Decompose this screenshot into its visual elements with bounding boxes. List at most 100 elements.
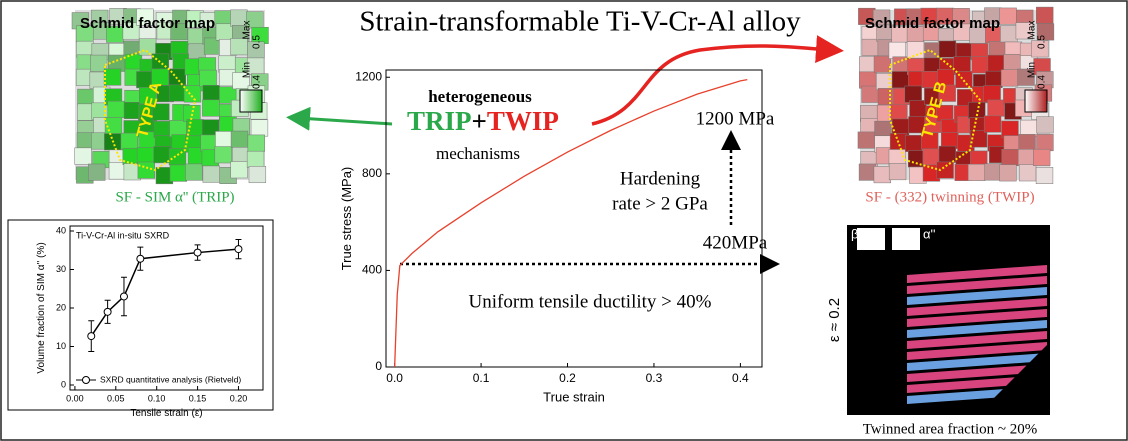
annotation: Hardening <box>620 168 701 189</box>
data-line <box>393 79 748 368</box>
y-tick-label: 10 <box>56 341 66 351</box>
grain <box>1003 53 1021 71</box>
arrow-trip <box>286 106 393 131</box>
grain <box>987 99 1005 117</box>
grain <box>1000 25 1018 43</box>
point <box>87 332 96 341</box>
grain <box>983 115 1002 133</box>
grain <box>858 163 877 181</box>
legend-text: 0.4 <box>1037 75 1048 89</box>
grain <box>936 161 954 179</box>
map-title: Schmid factor map <box>865 15 1000 32</box>
map-caption: SF - (332) twinning (TWIP) <box>865 189 1034 205</box>
grain <box>230 130 249 148</box>
point <box>136 254 145 263</box>
grain <box>967 163 986 181</box>
grain <box>138 38 157 56</box>
legend-text: 0.5 <box>252 35 263 49</box>
grain <box>1018 164 1037 182</box>
x-tick-label: 0.3 <box>646 371 663 385</box>
legend-text: 0.4 <box>252 75 263 89</box>
grain <box>888 163 907 181</box>
twin-band <box>907 309 1047 327</box>
grain <box>1036 23 1055 41</box>
map-title: Schmid factor map <box>80 15 215 32</box>
grain <box>891 71 910 89</box>
grain <box>230 161 248 179</box>
y-tick-label: 40 <box>56 225 66 235</box>
grain <box>859 56 877 74</box>
grain <box>232 147 250 164</box>
grain <box>199 69 217 87</box>
grain <box>888 41 907 59</box>
legend-bar <box>239 89 263 113</box>
x-tick-label: 0.1 <box>473 371 490 385</box>
x-tick-label: 0.00 <box>66 393 84 403</box>
x-tick-label: 0.10 <box>148 393 166 403</box>
x-tick-label: 0.2 <box>559 371 576 385</box>
grain <box>1033 148 1051 166</box>
grain <box>186 119 204 137</box>
grain <box>873 166 892 184</box>
grain <box>983 85 1001 103</box>
grain <box>1017 148 1036 166</box>
grain <box>985 70 1003 88</box>
legend-text: Max <box>242 21 253 40</box>
grain <box>107 100 125 118</box>
figure-title: Strain-transformable Ti-V-Cr-Al alloy <box>359 6 801 38</box>
legend-text: SXRD quantitative analysis (Rietveld) <box>100 374 241 384</box>
grain <box>136 8 154 26</box>
twin-band <box>907 342 1047 360</box>
annotation: Uniform tensile ductility > 40% <box>469 291 712 312</box>
legend-text: Max <box>1027 21 1038 40</box>
y-tick-label: 400 <box>362 263 382 277</box>
plot-frame <box>385 69 763 368</box>
annotation: + <box>472 106 487 136</box>
grain <box>1001 120 1019 138</box>
grain <box>953 56 971 74</box>
grain <box>139 87 157 105</box>
grain <box>971 56 989 74</box>
map-caption: SF - SIM α'' (TRIP) <box>115 189 234 205</box>
grain <box>938 40 957 58</box>
grain <box>1031 40 1049 58</box>
grain <box>905 134 923 152</box>
grain <box>874 120 892 138</box>
twin-band <box>907 375 1047 393</box>
grain <box>859 71 877 89</box>
grain <box>250 119 269 137</box>
ipf-key <box>857 228 885 250</box>
grain <box>215 131 233 149</box>
strain-label: ε ≈ 0.2 <box>826 298 843 342</box>
grain <box>1015 22 1034 40</box>
grain <box>1036 134 1054 152</box>
y-tick-label: 0 <box>375 359 382 373</box>
x-tick-label: 0.15 <box>189 393 207 403</box>
grain <box>214 146 232 164</box>
legend-text: Min <box>1027 62 1038 78</box>
grain <box>1018 134 1036 152</box>
grain <box>247 134 265 152</box>
annotation: 420MPa <box>703 232 768 253</box>
grain <box>151 53 170 71</box>
x-axis-label: Tensile strain (ε) <box>130 408 202 419</box>
grain <box>904 85 922 103</box>
point <box>103 307 112 316</box>
grain <box>108 162 127 180</box>
grain <box>873 55 892 73</box>
grain <box>88 163 106 181</box>
y-tick-label: 20 <box>56 302 66 312</box>
grain <box>74 147 92 165</box>
y-tick-label: 800 <box>362 166 382 180</box>
grain <box>968 101 986 119</box>
twin-band <box>907 265 1047 283</box>
grain <box>248 166 267 184</box>
grain <box>169 120 187 138</box>
grain <box>890 103 908 121</box>
grain <box>1035 167 1054 184</box>
grain <box>230 38 248 56</box>
grain <box>246 150 265 168</box>
grain <box>103 68 122 86</box>
